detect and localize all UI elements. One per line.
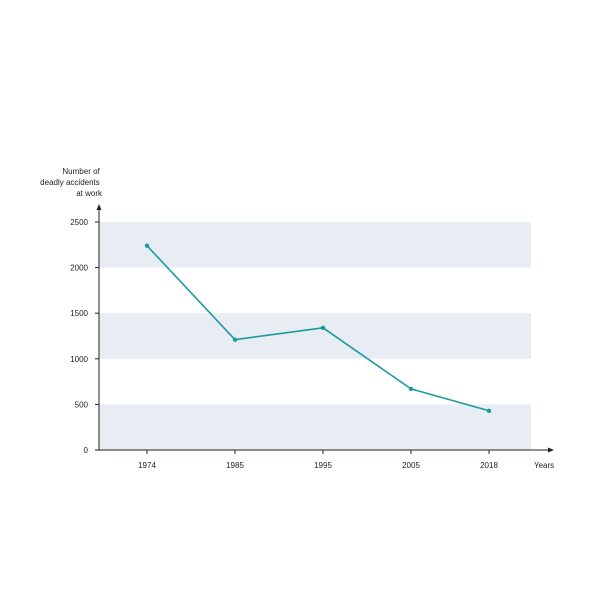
y-tick-label: 2000 [70,264,88,273]
data-point [232,337,238,342]
background-band [99,404,531,450]
y-tick-label: 0 [84,446,89,455]
data-points [144,243,492,413]
y-tick-label: 500 [75,400,89,409]
background-band [99,222,531,268]
x-axis-label: Years [534,461,554,470]
data-point [486,408,492,413]
y-axis-arrow [96,204,102,210]
y-tick-labels: 0 500 1000 1500 2000 2500 [70,218,99,455]
data-point [320,325,326,330]
y-axis-label-line-1: Number of [62,167,100,176]
y-tick-label: 1500 [70,309,88,318]
x-tick-label: 1974 [138,461,156,470]
x-tick-label: 1985 [226,461,244,470]
background-band [99,313,531,359]
y-tick-label: 2500 [70,218,88,227]
x-tick-label: 1995 [314,461,332,470]
x-axis-arrow [548,447,554,453]
y-axis-label-line-3: at work [76,189,103,198]
x-tick-labels: 1974 1985 1995 2005 2018 [138,450,498,470]
background-bands [99,222,531,450]
y-tick-label: 1000 [70,355,88,364]
x-tick-label: 2005 [402,461,420,470]
x-tick-label: 2018 [480,461,498,470]
y-axis-label-line-2: deadly accidents [40,178,100,187]
y-axis-label: Number of deadly accidents at work [40,167,103,198]
data-point [408,386,414,392]
data-point [144,243,150,248]
